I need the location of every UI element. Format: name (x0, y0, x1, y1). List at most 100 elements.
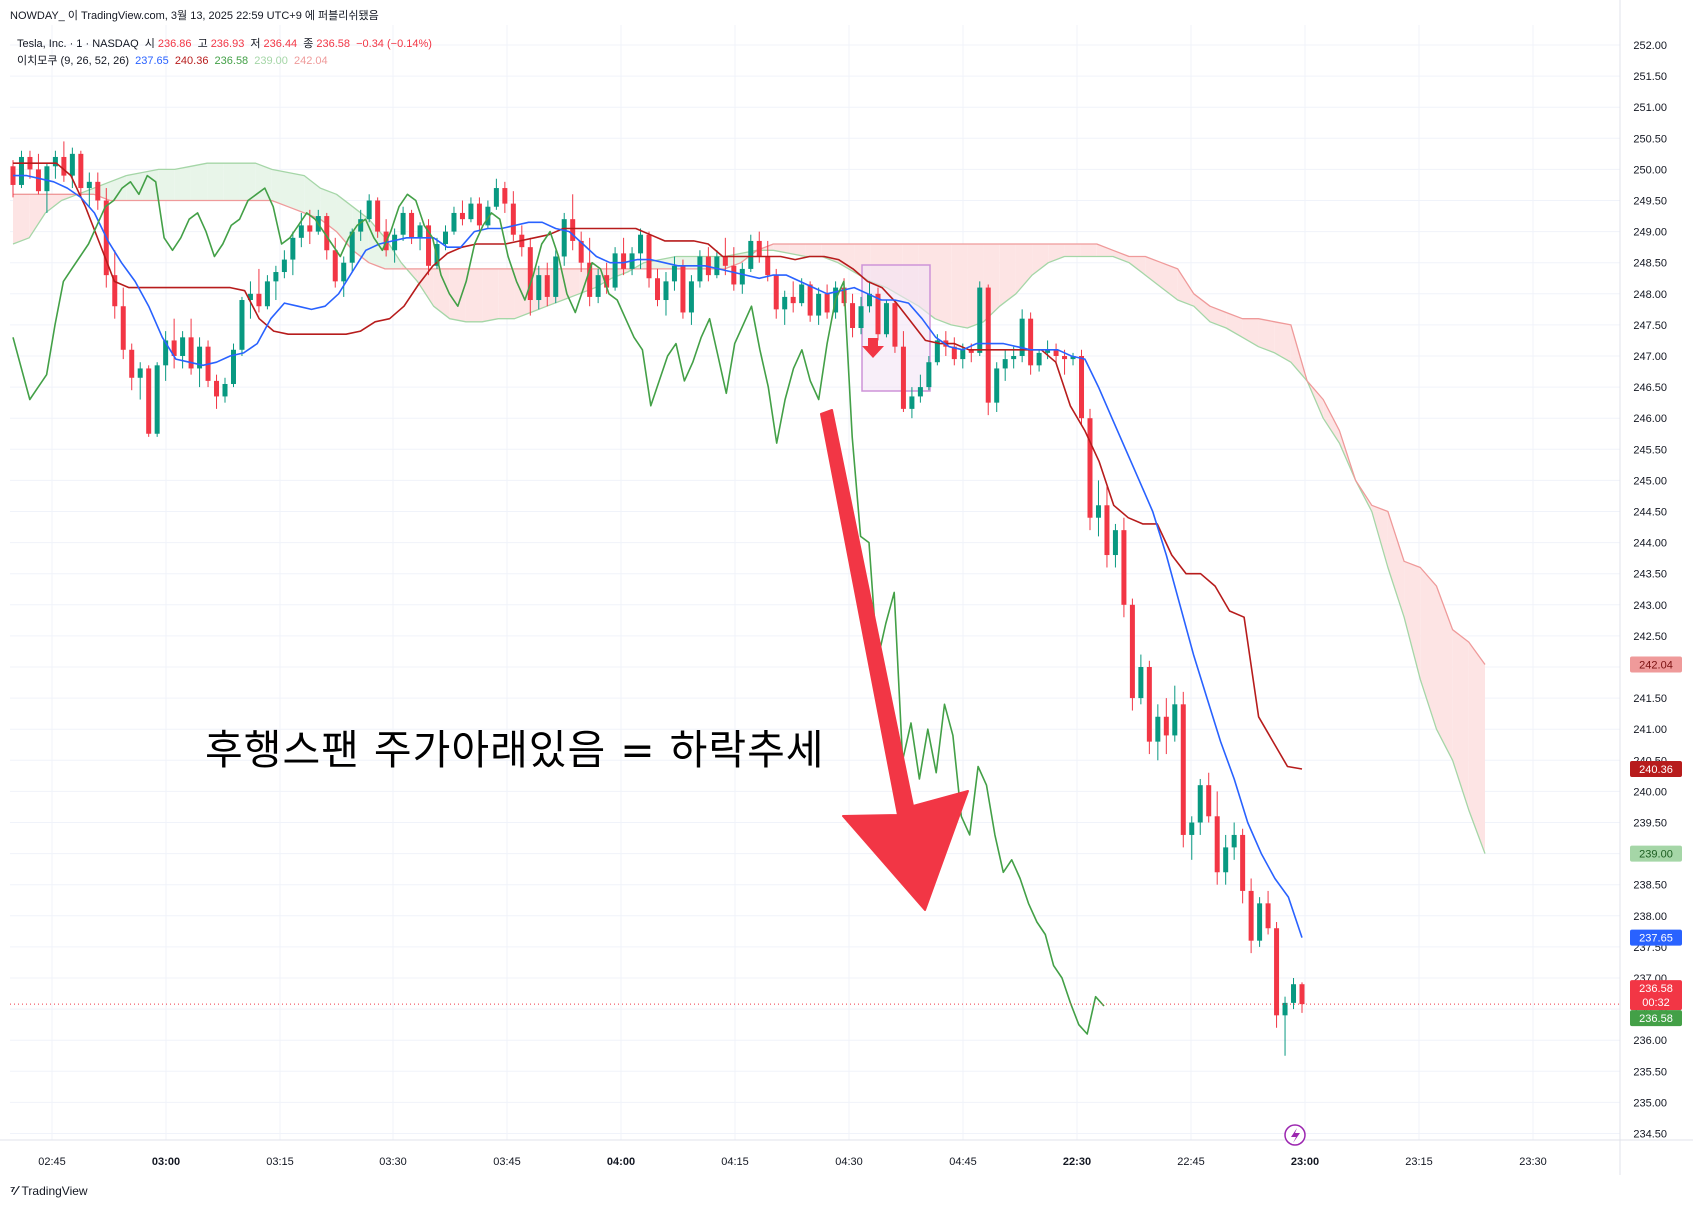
ichimoku-cloud-segment (837, 244, 855, 273)
ichimoku-cloud-segment (1468, 642, 1485, 854)
y-tick-label: 241.50 (1633, 693, 1667, 705)
ichimoku-cloud-segment (1129, 256, 1146, 276)
candle-body (1146, 667, 1152, 742)
candle-body (527, 247, 533, 301)
candle-body (129, 349, 135, 378)
ichimoku-cloud-segment (304, 175, 321, 220)
ichimoku-cloud-segment (29, 194, 46, 238)
candle-body (230, 349, 236, 384)
lightning-bolt-icon (1291, 1128, 1300, 1143)
ichimoku-cloud-segment (1404, 561, 1421, 680)
candle-body (756, 240, 762, 257)
ichimoku-cloud-segment (465, 268, 483, 322)
ichimoku-cloud-segment (1210, 306, 1227, 329)
candle-body (332, 250, 338, 282)
ichimoku-cloud-segment (417, 268, 434, 307)
ichimoku-cloud-segment (1064, 244, 1081, 257)
candle-body (1248, 890, 1254, 941)
ichimoku-cloud-segment (239, 163, 256, 201)
candle-body (1257, 903, 1263, 941)
candle-body (892, 303, 898, 347)
x-tick-label: 04:30 (835, 1156, 863, 1168)
candle-body (1163, 716, 1169, 736)
tenkan-value: 237.65 (135, 55, 169, 67)
candle-body (1070, 356, 1076, 360)
candle-body (917, 387, 923, 397)
candle-body (442, 231, 448, 245)
price-label-value: 239.00 (1639, 849, 1673, 861)
candle-body (680, 265, 686, 313)
y-tick-label: 243.00 (1633, 600, 1667, 612)
tradingview-logo[interactable]: ⁷⁄ TradingView (10, 1183, 88, 1198)
ichimoku-cloud-segment (1193, 293, 1211, 322)
price-label-value: 236.58 (1639, 983, 1673, 995)
candle-body (909, 396, 915, 409)
change-value: −0.34 (−0.14%) (356, 38, 432, 50)
candle-body (392, 234, 398, 251)
candle-body (35, 169, 41, 192)
candle-body (875, 293, 881, 335)
ichimoku-cloud-segment (385, 237, 402, 269)
ichimoku-cloud-segment (1258, 318, 1275, 353)
candle-body (578, 240, 584, 263)
low-label: 저 (250, 38, 261, 50)
candle-body (1036, 352, 1042, 366)
candle-body (476, 203, 482, 226)
candle-body (1223, 847, 1229, 873)
candle-body (604, 275, 610, 288)
candle-body (1121, 530, 1127, 605)
candle-body (1028, 318, 1034, 366)
candle-body (858, 306, 864, 329)
price-label-box (1630, 980, 1682, 1011)
y-tick-label: 251.50 (1633, 71, 1667, 83)
candle-body (612, 253, 618, 288)
candle-body (782, 296, 788, 310)
y-tick-label: 250.50 (1633, 133, 1667, 145)
candle-body (112, 275, 118, 307)
candle-body (587, 262, 593, 297)
ichimoku-cloud-segment (223, 163, 240, 201)
ichimoku-cloud-segment (1242, 318, 1259, 347)
ichimoku-cloud-segment (1436, 586, 1453, 761)
candle-body (1265, 903, 1271, 929)
candle-body (1291, 984, 1297, 1003)
ichimoku-cloud-segment (110, 175, 127, 201)
candle-body (180, 337, 186, 356)
tradingview-wordmark: TradingView (21, 1183, 88, 1198)
candle-body (824, 293, 830, 313)
candle-body (960, 349, 966, 360)
x-tick-label: 23:30 (1519, 1156, 1547, 1168)
candle-body (900, 346, 906, 409)
span-a-value: 239.00 (254, 55, 288, 67)
price-label-box (1630, 1010, 1682, 1027)
tradingview-icon: ⁷⁄ (10, 1183, 18, 1198)
candle-body (722, 256, 728, 266)
candle-body (120, 306, 126, 350)
y-tick-label: 235.00 (1633, 1097, 1667, 1109)
candle-body (688, 281, 694, 313)
candle-body (341, 262, 347, 282)
candle-body (417, 225, 423, 238)
candle-body (171, 340, 177, 356)
candle-body (638, 234, 644, 254)
symbol-legend[interactable]: Tesla, Inc. · 1 · NASDAQ 시 236.86 고 236.93… (17, 35, 435, 51)
candle-body (867, 293, 873, 307)
y-tick-label: 248.00 (1633, 289, 1667, 301)
ichimoku-cloud-segment (789, 244, 806, 257)
x-tick-label: 04:00 (607, 1156, 635, 1168)
candle-body (1299, 984, 1305, 1005)
high-label: 고 (197, 38, 208, 50)
candle-body (1155, 716, 1161, 742)
candle-body (366, 200, 372, 220)
y-tick-label: 238.50 (1633, 880, 1667, 892)
indicator-legend[interactable]: 이치모쿠 (9, 26, 52, 26) 237.65 240.36 236.5… (17, 52, 331, 68)
annotation-text: 후행스팬 주가아래있음 = 하락추세 (205, 726, 825, 774)
x-tick-label: 02:45 (38, 1156, 66, 1168)
symbol-name: Tesla, Inc. · 1 · NASDAQ (17, 38, 139, 50)
candle-body (1282, 1002, 1288, 1016)
candle-body (502, 188, 508, 204)
y-tick-label: 245.00 (1633, 475, 1667, 487)
ichimoku-cloud-segment (1274, 321, 1291, 363)
candle-body (1214, 816, 1220, 873)
